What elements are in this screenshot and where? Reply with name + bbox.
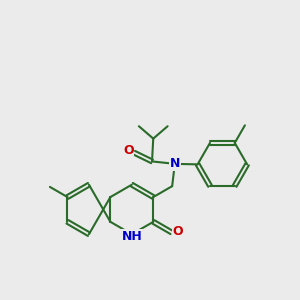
Text: N: N xyxy=(169,158,180,170)
Text: NH: NH xyxy=(122,230,143,243)
Text: O: O xyxy=(172,225,183,238)
Text: O: O xyxy=(123,144,134,157)
